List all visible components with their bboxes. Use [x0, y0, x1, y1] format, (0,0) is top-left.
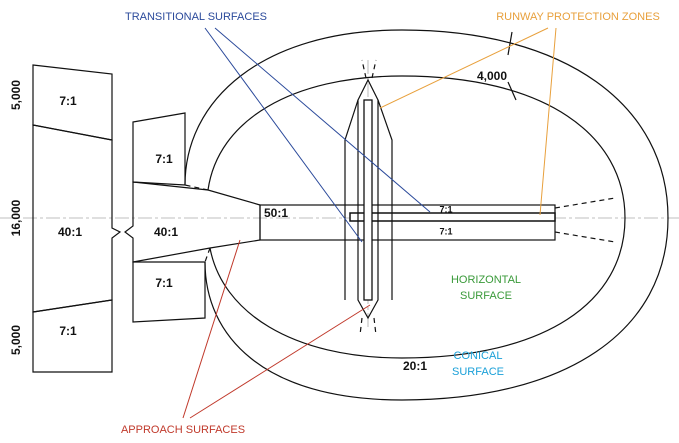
- dimension-label: 5,000: [9, 325, 23, 355]
- runway: [363, 99, 373, 301]
- callout-label: TRANSITIONAL SURFACES: [125, 11, 267, 23]
- surface-label: SURFACE: [460, 290, 512, 302]
- dimension-label: 5,000: [9, 80, 23, 110]
- dimension-arrow: [507, 31, 513, 56]
- slope-label: 7:1: [439, 226, 452, 236]
- approach-panel: [32, 299, 113, 373]
- transitional-edge: [344, 99, 393, 300]
- slope-label: 7:1: [439, 204, 452, 214]
- approach-panel: [124, 181, 261, 263]
- approach-panel: [32, 124, 122, 313]
- dimension-label: 4,000: [477, 69, 507, 83]
- approach-edge: [184, 184, 211, 263]
- slope-label: 50:1: [264, 206, 288, 220]
- conical-boundary: [184, 29, 669, 401]
- rpz: [359, 59, 377, 336]
- slope-label: 40:1: [58, 225, 82, 239]
- callout-line: [379, 27, 557, 216]
- rpz: [554, 197, 616, 243]
- surface-label: SURFACE: [452, 366, 504, 378]
- callout-line: [182, 239, 371, 419]
- runway: [349, 212, 556, 222]
- surface-label: HORIZONTAL: [451, 274, 521, 286]
- callout-label: APPROACH SURFACES: [121, 424, 245, 436]
- dimension-arrow: [507, 81, 517, 101]
- horizontal-boundary: [207, 75, 626, 359]
- slope-label: 7:1: [155, 276, 173, 290]
- surface-label: CONICAL: [454, 350, 503, 362]
- dimension-label: 16,000: [9, 199, 23, 236]
- slope-label: 7:1: [59, 324, 77, 338]
- slope-label: 20:1: [403, 359, 427, 373]
- primary-surface: [259, 204, 556, 241]
- slope-label: 7:1: [155, 152, 173, 166]
- approach-panel: [132, 261, 206, 323]
- slope-label: 40:1: [154, 225, 178, 239]
- crosswind-surface: [357, 78, 379, 320]
- approach-panel: [132, 112, 186, 186]
- callout-line: [204, 27, 431, 243]
- slope-label: 7:1: [59, 94, 77, 108]
- callout-label: RUNWAY PROTECTION ZONES: [496, 11, 660, 23]
